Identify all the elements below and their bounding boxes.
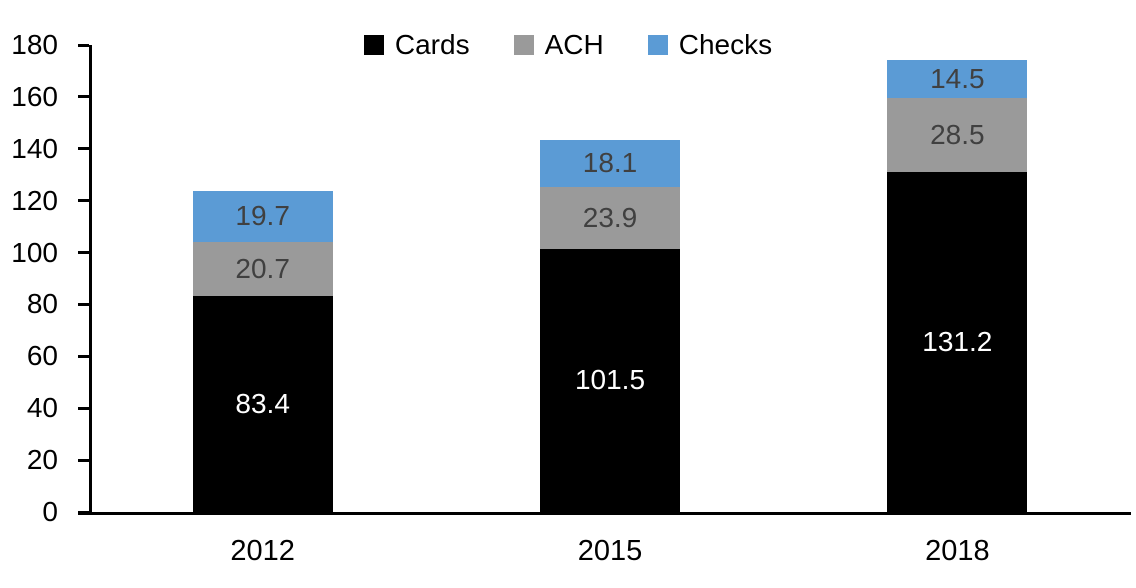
bar-value-label-cards-2018: 131.2 [922, 325, 993, 357]
y-axis-tick-160 [78, 95, 89, 99]
bar-value-label-checks-2012: 19.7 [235, 200, 290, 232]
y-axis-label-180: 180 [11, 29, 58, 60]
bar-segment-cards-2015: 101.5 [540, 248, 680, 512]
y-axis-tick-180 [78, 43, 89, 47]
legend-swatch-checks [647, 35, 668, 55]
legend-item-checks: Checks [647, 29, 773, 60]
y-axis-label-20: 20 [26, 444, 58, 476]
bar-segment-checks-2012: 19.7 [192, 190, 333, 242]
bar-value-label-ach-2012: 20.7 [235, 252, 290, 284]
y-axis-label-40: 40 [26, 392, 58, 424]
bar-segment-checks-2018: 14.5 [887, 60, 1028, 98]
legend-label-checks: Checks [678, 29, 773, 60]
bar-value-label-cards-2015: 101.5 [574, 364, 646, 396]
y-axis-tick-120 [78, 199, 89, 203]
y-axis-label-140: 140 [11, 132, 58, 164]
y-axis-label-100: 100 [11, 236, 58, 268]
bar-segment-ach-2012: 20.7 [192, 241, 333, 296]
x-axis-label-2012: 2012 [230, 535, 295, 567]
y-axis-tick-60 [78, 354, 89, 358]
bar-segment-ach-2015: 23.9 [540, 186, 680, 249]
y-axis-tick-20 [78, 458, 89, 462]
legend-label-cards: Cards [394, 29, 470, 60]
y-axis-label-80: 80 [26, 288, 58, 320]
bar-value-label-ach-2018: 28.5 [930, 118, 985, 150]
x-axis-label-2015: 2015 [577, 535, 643, 567]
x-axis-line [78, 512, 1131, 515]
bar-segment-checks-2015: 18.1 [540, 139, 680, 187]
y-axis-label-0: 0 [42, 496, 58, 527]
y-axis-label-120: 120 [11, 184, 58, 216]
bar-segment-ach-2018: 28.5 [887, 97, 1028, 172]
bar-segment-cards-2018: 131.2 [887, 171, 1028, 512]
bar-value-label-checks-2018: 14.5 [930, 62, 985, 94]
legend-item-cards: Cards [363, 29, 470, 60]
y-axis-label-160: 160 [11, 80, 58, 112]
bar-value-label-checks-2015: 18.1 [582, 147, 638, 179]
legend: Cards ACH Checks [0, 31, 1136, 59]
legend-swatch-ach [513, 35, 534, 55]
y-axis-tick-0 [78, 510, 89, 514]
legend-label-ach: ACH [544, 29, 604, 60]
y-axis-tick-80 [78, 302, 89, 306]
bar-segment-cards-2012: 83.4 [192, 295, 333, 512]
bar-value-label-ach-2015: 23.9 [582, 201, 638, 233]
x-axis-label-2018: 2018 [925, 535, 990, 567]
y-axis-tick-40 [78, 406, 89, 410]
y-axis-label-60: 60 [26, 340, 58, 372]
legend-swatch-cards [363, 35, 384, 55]
y-axis-tick-140 [78, 147, 89, 151]
bar-value-label-cards-2012: 83.4 [235, 387, 290, 419]
y-axis-line [89, 45, 92, 515]
plot-area: 83.4 20.7 19.7 101.5 23.9 18.1 131.2 28.5 14.5 [78, 43, 1131, 515]
legend-item-ach: ACH [513, 29, 604, 60]
y-axis-tick-100 [78, 251, 89, 255]
